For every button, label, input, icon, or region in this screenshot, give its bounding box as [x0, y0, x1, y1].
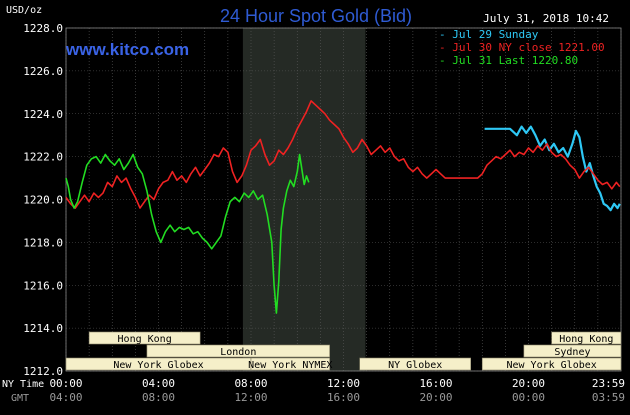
x-tick-label-ny: 08:00 — [234, 377, 267, 390]
y-axis-unit: USD/oz — [6, 5, 42, 16]
x-axis-label-nytime: NY Time — [2, 379, 44, 390]
legend-entry: - Jul 30 NY close 1221.00 — [439, 41, 605, 54]
session-bar — [551, 331, 622, 345]
x-tick-label-ny: 04:00 — [142, 377, 175, 390]
chart-title: 24 Hour Spot Gold (Bid) — [220, 6, 412, 26]
y-tick-label: 1224.0 — [23, 108, 63, 121]
session-label: Hong Kong — [118, 334, 172, 345]
series-line-2 — [65, 100, 621, 209]
x-tick-label-gmt: 04:00 — [49, 391, 82, 404]
chart-timestamp: July 31, 2018 10:42 — [483, 12, 609, 25]
y-tick-label: 1228.0 — [23, 22, 63, 35]
session-bar — [146, 344, 330, 358]
x-axis-label-gmt: GMT — [11, 393, 29, 404]
session-bar — [523, 344, 622, 358]
session-label: London — [220, 347, 256, 358]
session-bar — [88, 331, 201, 345]
session-bar — [359, 357, 471, 371]
x-tick-label-gmt: 20:00 — [419, 391, 452, 404]
session-label: NY Globex — [388, 360, 442, 371]
x-tick-label-gmt: 12:00 — [234, 391, 267, 404]
session-label: New York Globex — [506, 360, 596, 371]
legend: - Jul 29 Sunday- Jul 30 NY close 1221.00… — [439, 28, 605, 67]
y-tick-label: 1226.0 — [23, 65, 63, 78]
y-tick-label: 1220.0 — [23, 194, 63, 207]
y-tick-label: 1216.0 — [23, 279, 63, 292]
series-lines — [65, 100, 621, 314]
x-tick-label-ny: 20:00 — [512, 377, 545, 390]
series-line-3 — [65, 153, 310, 314]
legend-entry: - Jul 31 Last 1220.80 — [439, 54, 578, 67]
y-tick-label: 1218.0 — [23, 236, 63, 249]
session-bar — [250, 357, 330, 371]
series-line-1 — [484, 125, 621, 212]
x-tick-label-gmt: 00:00 — [512, 391, 545, 404]
legend-entry: - Jul 29 Sunday — [439, 28, 539, 41]
market-sessions: Hong Kong Hong Kong London Sydney New York G… — [65, 331, 622, 371]
session-label: Hong Kong — [559, 334, 613, 345]
y-tick-label: 1214.0 — [23, 322, 63, 335]
y-axis-ticks: 1212.0 1214.0 1216.0 1218.0 1220.0 1222.0 1224… — [23, 22, 63, 378]
y-tick-label: 1212.0 — [23, 365, 63, 378]
session-label: New York NYMEX — [248, 360, 332, 371]
site-watermark: www.kitco.com — [65, 40, 189, 59]
x-tick-label-ny: 00:00 — [49, 377, 82, 390]
session-bar — [481, 357, 622, 371]
x-tick-label-ny: 12:00 — [327, 377, 360, 390]
x-tick-label-gmt: 08:00 — [142, 391, 175, 404]
chart-grid — [65, 27, 622, 372]
x-tick-label-gmt: 03:59 — [592, 391, 625, 404]
x-axis-ticks: 00:00 04:00 08:00 12:00 16:00 20:00 23:5904:00… — [49, 377, 625, 404]
plot-frame — [65, 27, 622, 372]
session-label: New York Globex — [113, 360, 203, 371]
x-tick-label-ny: 23:59 — [592, 377, 625, 390]
y-tick-label: 1222.0 — [23, 151, 63, 164]
x-tick-label-gmt: 16:00 — [327, 391, 360, 404]
x-tick-label-ny: 16:00 — [419, 377, 452, 390]
session-label: Sydney — [554, 347, 590, 358]
